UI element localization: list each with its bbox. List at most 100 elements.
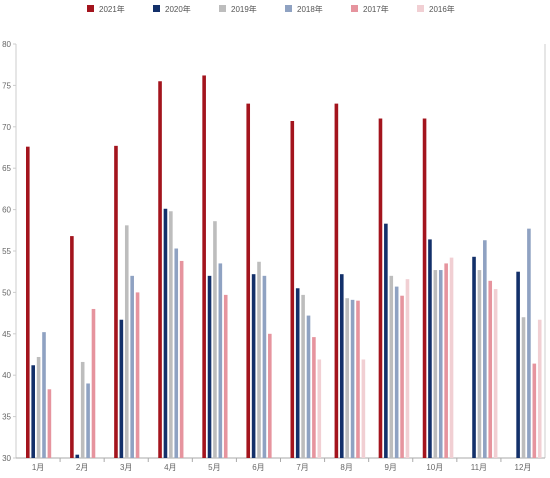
bar-2019年-6月[interactable] — [257, 261, 261, 458]
legend-item[interactable]: 2020年 — [153, 4, 191, 14]
x-tick-label: 8月 — [340, 463, 352, 472]
legend: 2021年 2020年 2019年 2018年 2017年 2016年 — [87, 4, 455, 14]
bar-2020年-9月[interactable] — [384, 223, 388, 458]
bar-2016年-11月[interactable] — [493, 289, 498, 458]
bar-2021年-5月[interactable] — [202, 75, 206, 459]
bar-2021年-3月[interactable] — [114, 145, 118, 458]
legend-item[interactable]: 2016年 — [417, 4, 455, 14]
bar-2019年-5月[interactable] — [213, 221, 217, 458]
bar-2018年-9月[interactable] — [394, 286, 399, 458]
bar-2021年-10月[interactable] — [422, 118, 427, 459]
bar-2021年-8月[interactable] — [334, 103, 339, 458]
bar-2017年-6月[interactable] — [268, 333, 272, 458]
y-tick-label: 80 — [2, 40, 11, 49]
legend-swatch — [87, 5, 94, 12]
x-tick-label: 7月 — [296, 463, 308, 472]
bar-2019年-3月[interactable] — [124, 225, 129, 458]
x-tick-label: 9月 — [384, 463, 396, 472]
bar-2018年-2月[interactable] — [86, 383, 90, 458]
bar-2017年-3月[interactable] — [135, 292, 140, 458]
bar-2020年-10月[interactable] — [428, 239, 432, 458]
legend-item[interactable]: 2019年 — [219, 4, 257, 14]
bar-2019年-11月[interactable] — [477, 270, 482, 458]
legend-label: 2020年 — [165, 4, 191, 14]
bar-2019年-2月[interactable] — [80, 361, 85, 458]
x-tick-label: 5月 — [208, 463, 220, 472]
bar-2020年-8月[interactable] — [339, 274, 344, 458]
bar-2020年-7月[interactable] — [295, 288, 300, 458]
bar-2021年-9月[interactable] — [378, 118, 383, 459]
y-tick-label: 65 — [2, 164, 11, 173]
bar-2020年-1月[interactable] — [31, 365, 35, 458]
bar-2019年-10月[interactable] — [433, 270, 438, 458]
legend-label: 2017年 — [363, 4, 389, 14]
bar-2018年-5月[interactable] — [218, 263, 223, 458]
bar-2019年-9月[interactable] — [389, 275, 394, 458]
bar-2018年-4月[interactable] — [174, 248, 179, 458]
bar-2020年-12月[interactable] — [516, 271, 520, 458]
x-tick-label: 12月 — [515, 463, 532, 472]
x-tick-label: 3月 — [120, 463, 132, 472]
bar-2016年-8月[interactable] — [361, 359, 366, 458]
bar-2017年-2月[interactable] — [91, 308, 96, 458]
bar-2017年-9月[interactable] — [400, 295, 404, 458]
y-axis: 30 35 40 45 50 55 60 65 70 75 80 — [2, 40, 546, 463]
bar-2017年-1月[interactable] — [47, 389, 52, 458]
bar-2017年-11月[interactable] — [488, 280, 493, 458]
bar-2018年-7月[interactable] — [306, 315, 311, 458]
bar-2018年-11月[interactable] — [483, 240, 487, 458]
bar-2017年-4月[interactable] — [179, 260, 184, 458]
bar-2016年-12月[interactable] — [537, 319, 542, 458]
bars — [26, 75, 542, 459]
bar-2017年-12月[interactable] — [532, 363, 537, 458]
bar-2020年-4月[interactable] — [163, 208, 168, 458]
x-axis: 1月 2月 3月 4月 5月 6月 7月 8月 9月 10月 11月 12月 — [16, 457, 545, 472]
y-tick-label: 55 — [2, 247, 11, 256]
bar-2018年-3月[interactable] — [130, 275, 134, 458]
bar-2021年-6月[interactable] — [246, 103, 251, 458]
legend-swatch — [285, 5, 292, 12]
legend-swatch — [219, 5, 226, 12]
bar-2021年-4月[interactable] — [158, 81, 162, 458]
bar-2020年-11月[interactable] — [472, 256, 476, 458]
legend-item[interactable]: 2017年 — [351, 4, 389, 14]
y-tick-label: 35 — [2, 413, 11, 422]
legend-label: 2018年 — [297, 4, 323, 14]
bar-2018年-12月[interactable] — [527, 228, 531, 458]
bar-2021年-7月[interactable] — [290, 121, 295, 458]
bar-2016年-9月[interactable] — [405, 279, 410, 458]
bar-2021年-1月[interactable] — [26, 146, 30, 458]
bar-2017年-7月[interactable] — [312, 337, 316, 458]
bar-2018年-8月[interactable] — [350, 299, 355, 458]
bar-2018年-10月[interactable] — [438, 270, 443, 458]
bar-2019年-12月[interactable] — [521, 317, 526, 458]
bar-2020年-5月[interactable] — [207, 275, 212, 458]
bar-2018年-1月[interactable] — [42, 332, 46, 458]
bar-2017年-10月[interactable] — [444, 263, 448, 458]
y-tick-label: 40 — [2, 371, 11, 380]
y-tick-label: 75 — [2, 81, 11, 90]
bar-2017年-8月[interactable] — [356, 300, 360, 458]
legend-item[interactable]: 2018年 — [285, 4, 323, 14]
legend-item[interactable]: 2021年 — [87, 4, 125, 14]
x-tick-label: 6月 — [252, 463, 264, 472]
bar-2020年-6月[interactable] — [251, 274, 256, 458]
bar-2018年-6月[interactable] — [262, 275, 267, 458]
y-tick-label: 50 — [2, 288, 11, 297]
bar-2016年-10月[interactable] — [449, 257, 454, 458]
y-tick-label: 70 — [2, 123, 11, 132]
bar-2020年-2月[interactable] — [75, 454, 80, 458]
bar-2019年-7月[interactable] — [301, 294, 305, 458]
bar-2019年-1月[interactable] — [36, 356, 41, 458]
bar-2016年-7月[interactable] — [317, 359, 322, 458]
bar-2019年-8月[interactable] — [345, 298, 349, 458]
legend-label: 2019年 — [231, 4, 257, 14]
x-tick-label: 11月 — [471, 463, 487, 472]
bar-2019年-4月[interactable] — [169, 211, 173, 458]
y-tick-label: 30 — [2, 454, 11, 463]
bar-2020年-3月[interactable] — [119, 319, 124, 458]
bar-2021年-2月[interactable] — [70, 236, 74, 458]
bar-2017年-5月[interactable] — [223, 294, 228, 458]
legend-swatch — [417, 5, 424, 12]
